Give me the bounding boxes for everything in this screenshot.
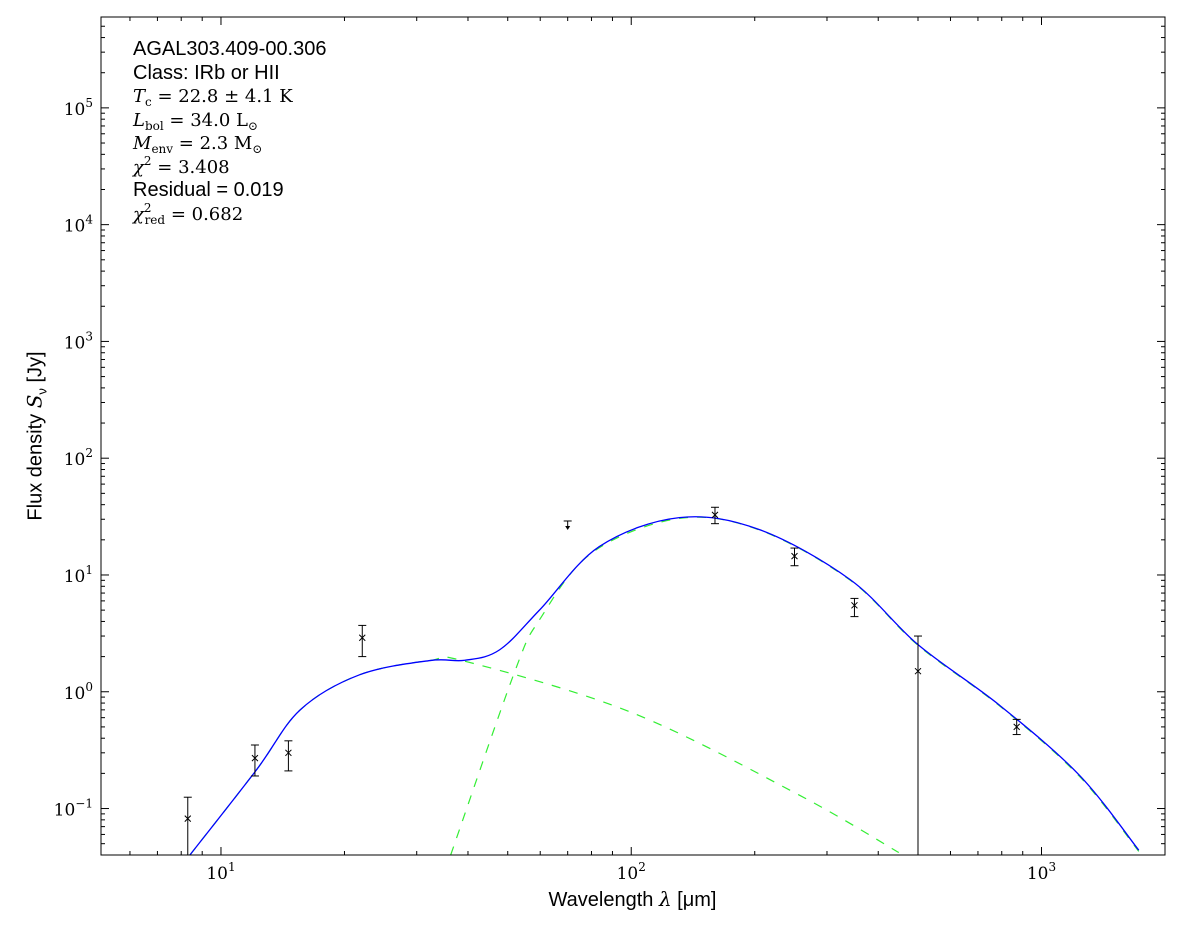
residual: Residual = 0.019: [133, 179, 284, 201]
point-marker: [358, 634, 366, 642]
data-point: [913, 635, 922, 855]
source-name: AGAL303.409-00.306: [133, 38, 327, 60]
point-marker: [251, 754, 259, 762]
y-tick-label: 102: [64, 446, 93, 470]
plot-frame: [100, 16, 1166, 856]
luminosity: Lbol = 34.0 L⊙: [133, 109, 259, 133]
data-point: [850, 597, 859, 618]
upper-limit: [563, 520, 572, 530]
y-tick-label: 103: [64, 329, 93, 353]
y-tick-label: 10−1: [54, 797, 93, 821]
reduced-chi-squared: χ2red = 0.682: [133, 200, 244, 227]
envelope-mass: Menv = 2.3 M⊙: [133, 133, 263, 156]
point-marker: [184, 815, 192, 822]
point-marker: [285, 749, 292, 757]
chi-squared: χ2 = 3.408: [133, 153, 230, 178]
point-marker: [851, 601, 858, 609]
point-marker: [1013, 723, 1021, 731]
fit-annotation: AGAL303.409-00.306 Class: IRb or HII Tc …: [133, 38, 327, 226]
y-tick-label: 101: [64, 563, 93, 587]
data-point: [790, 547, 799, 567]
data-point: [284, 740, 293, 772]
x-tick-label: 102: [617, 860, 646, 884]
x-tick-label: 103: [1027, 860, 1056, 884]
x-tick-label: 101: [206, 860, 235, 884]
data-point: [358, 624, 367, 658]
x-axis-label: Wavelength λ [μm]: [548, 887, 717, 911]
arrow-down-icon: [565, 525, 571, 530]
model-curves: [189, 516, 1140, 855]
axis-ticks: 101 102 103 10−1 100 101 102 103 104 105: [54, 16, 1166, 884]
total-model-line: [189, 516, 1140, 855]
y-tick-label: 100: [64, 680, 93, 704]
y-tick-label: 104: [64, 213, 94, 237]
point-marker: [711, 511, 719, 519]
data-point: [183, 796, 192, 855]
point-marker: [914, 667, 922, 675]
data-point: [710, 506, 719, 525]
point-marker: [791, 552, 798, 560]
temperature: Tc = 22.8 ± 4.1 K: [133, 86, 293, 109]
data-point: [250, 744, 259, 777]
y-axis-label: Flux density Sν [Jy]: [22, 351, 50, 521]
warm-component-line: [189, 656, 900, 855]
data-point: [1012, 718, 1021, 736]
source-class: Class: IRb or HII: [133, 61, 280, 84]
data-points: [183, 506, 1021, 855]
y-tick-label: 105: [64, 96, 93, 120]
